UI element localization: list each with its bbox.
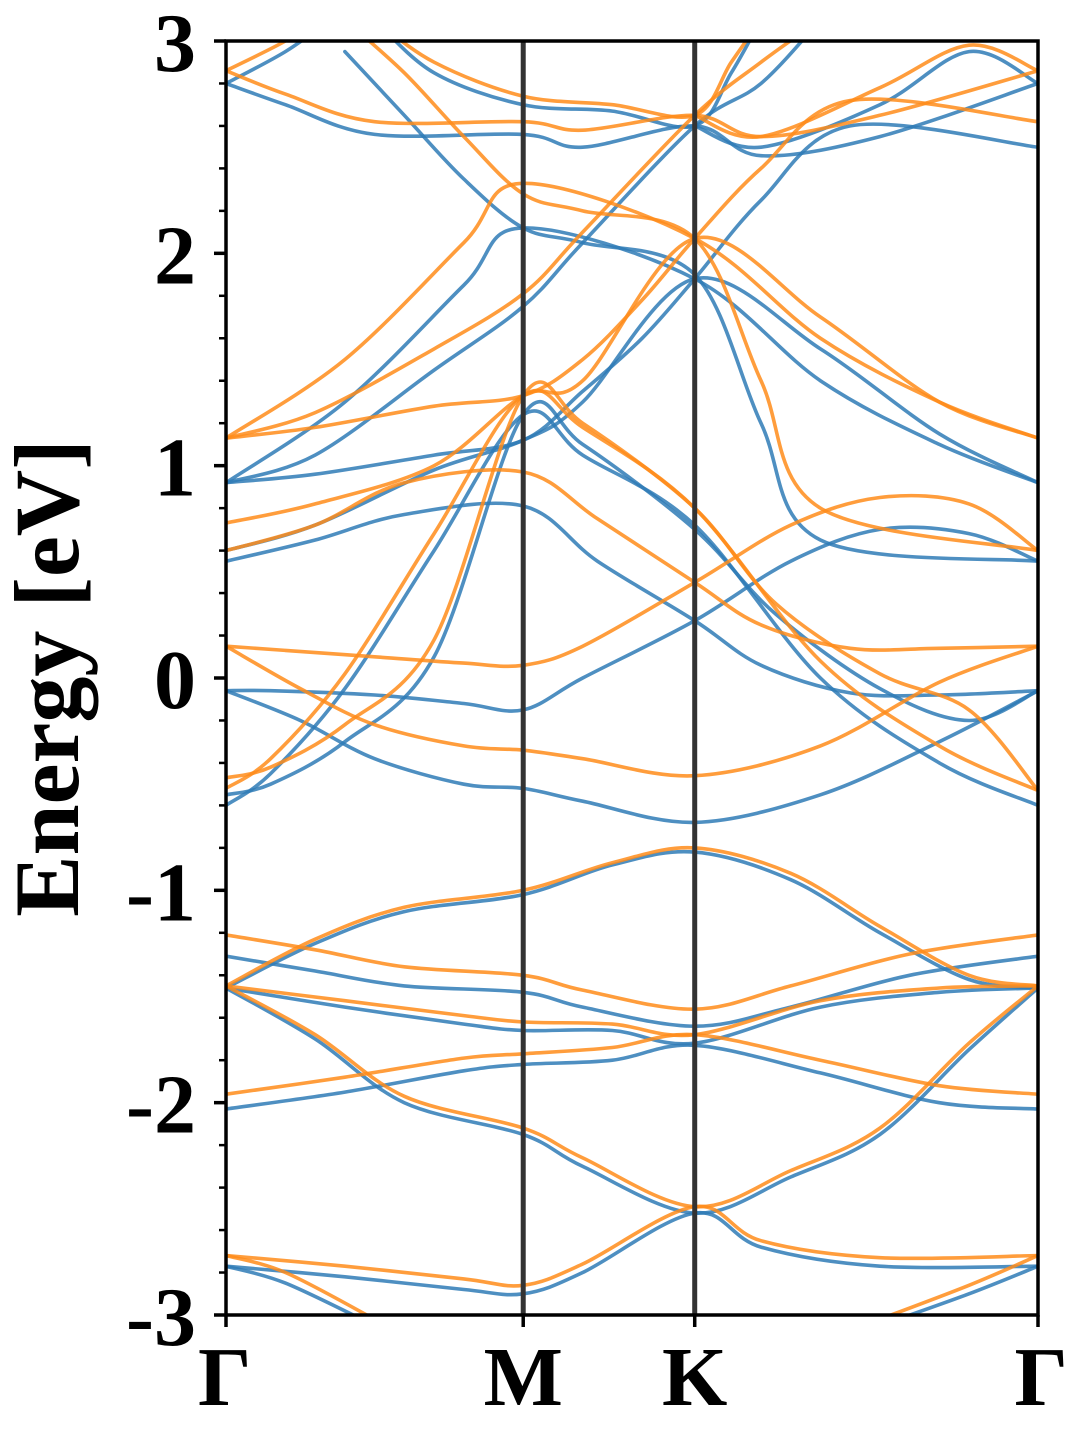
y-tick-label: 3: [154, 0, 196, 90]
series-1-band-11: [226, 81, 1038, 158]
series-2-band-4: [226, 644, 1038, 778]
series-1-band-1: [226, 409, 1038, 808]
series-1-band-13: [392, 41, 752, 129]
x-tick-label: Γ: [1015, 1331, 1068, 1424]
series-1-band-7: [226, 122, 1038, 485]
series-2-band-22: [885, 1253, 1038, 1315]
series-2-band-5: [226, 468, 1038, 652]
series-2-band-19: [226, 984, 1038, 1209]
series-1-band-3: [226, 525, 1038, 713]
x-tick-label: Γ: [198, 1331, 251, 1424]
series-1-band-14: [692, 49, 1038, 150]
series-2-band-9: [226, 181, 1038, 440]
series-2-band-21: [226, 1253, 371, 1315]
series-2-band-17: [226, 984, 1038, 1038]
series-2-band-8: [226, 41, 794, 440]
series-2-band-18: [226, 1032, 1038, 1096]
series-1-band-8: [226, 41, 805, 485]
y-tick-label: 2: [154, 209, 196, 302]
series-2-band-3: [226, 493, 1038, 669]
x-tick-label: K: [662, 1331, 727, 1424]
y-tick-label: -3: [126, 1271, 196, 1364]
series-1-band-2: [226, 399, 1038, 797]
plot-frame: [224, 39, 1040, 1317]
series-2-band-12: [226, 41, 289, 73]
series-2-band-6: [226, 235, 1038, 525]
series-2-band-2: [226, 380, 1038, 793]
y-tick-label: -1: [126, 846, 196, 939]
series-2: [226, 41, 1038, 1315]
series-2-band-10: [366, 41, 1038, 553]
series-2-band-1: [226, 388, 1038, 793]
series-1-band-12: [226, 41, 305, 86]
series-1-band-5: [226, 501, 1038, 698]
series-1-band-17: [226, 986, 1038, 1046]
series-2-band-20: [226, 1204, 1038, 1288]
series-1-band-19: [226, 986, 1038, 1215]
y-tick-label: -2: [126, 1059, 196, 1152]
series-2-band-16: [226, 933, 1038, 1012]
series-2-band-11: [226, 68, 1038, 139]
y-tick-label: 1: [154, 422, 196, 515]
series-2-band-13: [398, 41, 749, 120]
series-2-band-14: [692, 43, 1038, 139]
band-lines-layer: [226, 41, 1038, 1315]
series-2-band-15: [226, 845, 1038, 988]
series-1-band-16: [226, 954, 1038, 1028]
series-1-band-10: [343, 49, 1038, 563]
series-1-band-21: [226, 1264, 358, 1315]
series-2-band-7: [226, 97, 1038, 440]
x-tick-label: M: [484, 1331, 563, 1424]
series-1-band-15: [226, 849, 1038, 990]
y-tick-label: 0: [154, 634, 196, 727]
series-1-band-20: [226, 1210, 1038, 1297]
series-1-band-4: [226, 688, 1038, 825]
series-1-band-22: [904, 1264, 1038, 1315]
y-axis-ticks: -3 -2 -1 0 1 2 3: [126, 0, 226, 1364]
y-axis-label: Energy [eV]: [0, 439, 98, 917]
high-symmetry-lines: [520, 41, 698, 1315]
